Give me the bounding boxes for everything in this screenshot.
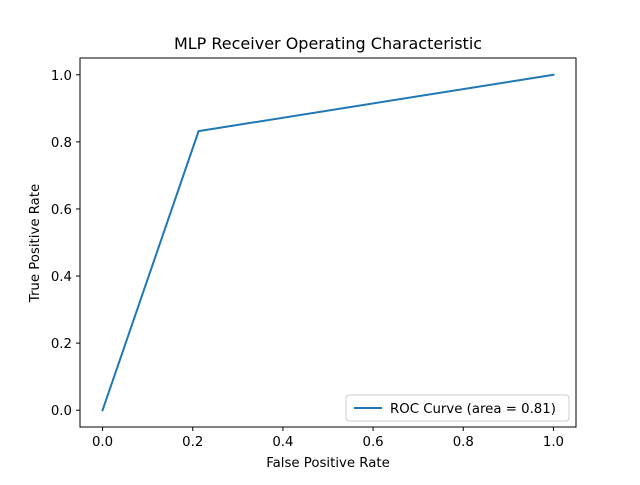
y-tick-label: 0.0 xyxy=(51,404,72,419)
y-axis-label: True Positive Rate xyxy=(28,184,43,303)
legend-box xyxy=(345,394,570,422)
y-tick-label: 0.4 xyxy=(51,270,72,285)
plot-area xyxy=(101,73,555,412)
x-tick-label: 0.4 xyxy=(272,435,293,450)
y-tick-label: 1.0 xyxy=(51,69,72,84)
x-axis-label: False Positive Rate xyxy=(266,456,390,471)
x-tick-label: 1.0 xyxy=(543,435,564,450)
chart-title: MLP Receiver Operating Characteristic xyxy=(174,34,482,53)
legend-label-0: ROC Curve (area = 0.81) xyxy=(390,402,556,417)
x-tick-label: 0.0 xyxy=(92,435,113,450)
x-tick-label: 0.6 xyxy=(363,435,384,450)
y-tick-label: 0.2 xyxy=(51,337,72,352)
axes-frame xyxy=(79,57,577,428)
series-line-0 xyxy=(101,73,555,412)
y-tick-label: 0.6 xyxy=(51,203,72,218)
legend: ROC Curve (area = 0.81) xyxy=(345,394,570,422)
x-tick-label: 0.8 xyxy=(453,435,474,450)
y-tick-label: 0.8 xyxy=(51,136,72,151)
axes: 0.0 0.2 0.4 0.6 0.8 1.0 0.0 0.2 0.4 0.6 0.8 1.0 xyxy=(51,57,577,450)
x-tick-label: 0.2 xyxy=(182,435,203,450)
